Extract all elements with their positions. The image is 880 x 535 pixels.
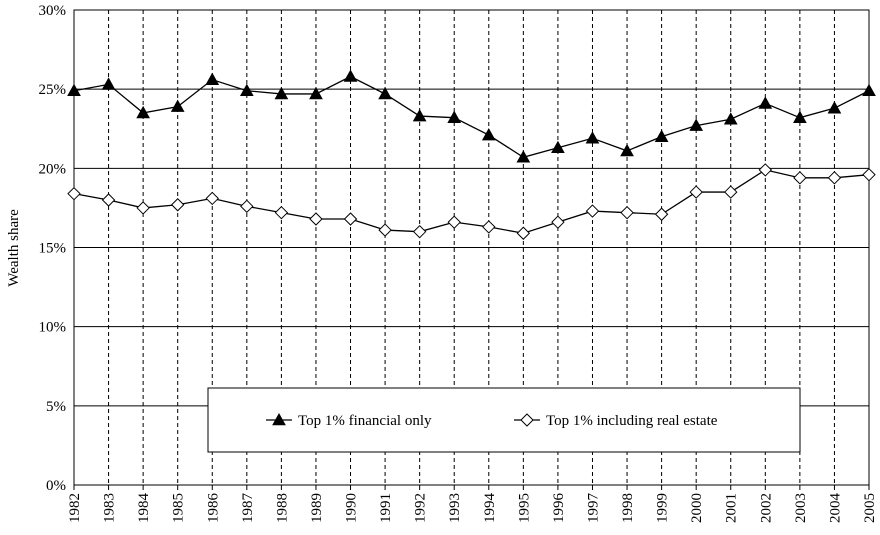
- triangle-marker: [274, 86, 289, 100]
- triangle-marker: [447, 110, 462, 123]
- y-tick-label: 0%: [46, 478, 66, 494]
- x-tick-label: 1982: [67, 493, 83, 523]
- x-tick-label: 1993: [447, 493, 463, 523]
- diamond-marker: [67, 186, 81, 201]
- triangle-marker: [862, 83, 876, 97]
- triangle-marker: [723, 112, 738, 125]
- diamond-marker: [447, 215, 461, 229]
- triangle-marker: [551, 140, 565, 154]
- triangle-marker: [689, 118, 704, 131]
- diamond-marker: [274, 205, 289, 220]
- legend-marker: [520, 413, 534, 427]
- diamond-marker: [827, 171, 842, 185]
- x-tick-label: 1998: [620, 493, 636, 523]
- y-tick-label: 10%: [39, 320, 67, 336]
- diamond-marker: [412, 224, 427, 239]
- triangle-marker: [309, 86, 323, 100]
- x-tick-label: 2004: [827, 493, 843, 524]
- y-tick-label: 15%: [39, 241, 67, 257]
- diamond-marker: [343, 212, 358, 226]
- diamond-marker: [654, 207, 669, 221]
- triangle-marker: [170, 99, 185, 112]
- x-tick-label: 1999: [655, 493, 671, 523]
- y-tick-label: 20%: [39, 161, 67, 177]
- x-tick-label: 1991: [378, 493, 394, 523]
- diamond-marker: [551, 215, 565, 229]
- diamond-marker: [585, 204, 600, 218]
- x-tick-label: 1985: [171, 493, 187, 523]
- triangle-marker: [620, 143, 634, 157]
- x-tick-label: 2000: [689, 493, 705, 523]
- x-tick-label: 1986: [205, 493, 221, 524]
- diamond-marker: [758, 163, 773, 177]
- triangle-marker: [378, 86, 392, 100]
- triangle-marker: [101, 77, 116, 90]
- diamond-marker: [620, 205, 634, 220]
- y-tick-label: 30%: [39, 3, 67, 19]
- x-tick-label: 2003: [793, 493, 809, 523]
- x-tick-label: 1990: [344, 493, 360, 523]
- y-tick-label: 25%: [39, 82, 67, 98]
- triangle-marker: [67, 83, 81, 97]
- x-tick-label: 2002: [758, 493, 774, 523]
- x-tick-label: 2005: [862, 493, 878, 523]
- diamond-marker: [516, 226, 531, 240]
- y-axis-title: Wealth share: [6, 209, 22, 287]
- series-line: [73, 169, 870, 234]
- x-tick-label: 2001: [724, 493, 740, 523]
- legend-label: Top 1% including real estate: [546, 413, 718, 429]
- x-tick-label: 1983: [102, 493, 118, 523]
- triangle-marker: [343, 69, 358, 82]
- diamond-marker: [101, 193, 116, 207]
- triangle-marker: [516, 150, 531, 163]
- x-tick-label: 1996: [551, 493, 567, 524]
- plot-frame: [73, 9, 870, 486]
- x-tick-label: 1997: [585, 493, 601, 524]
- x-tick-label: 1987: [240, 493, 256, 524]
- diamond-marker: [724, 185, 738, 199]
- triangle-marker: [412, 109, 427, 122]
- diamond-marker: [240, 199, 254, 214]
- diamond-marker: [309, 212, 323, 226]
- triangle-marker: [205, 72, 220, 85]
- triangle-marker: [585, 131, 600, 144]
- triangle-marker: [758, 96, 773, 109]
- diamond-marker: [793, 171, 807, 185]
- triangle-marker: [793, 110, 807, 123]
- x-tick-label: 1992: [413, 493, 429, 523]
- x-tick-label: 1995: [516, 493, 532, 523]
- triangle-marker: [481, 128, 496, 141]
- x-tick-label: 1988: [274, 493, 290, 523]
- diamond-marker: [136, 201, 150, 215]
- diamond-marker: [862, 167, 876, 182]
- series-line: [73, 75, 870, 158]
- diamond-marker: [689, 185, 703, 199]
- diamond-marker: [482, 220, 496, 234]
- legend-box: [207, 387, 801, 453]
- y-tick-label: 5%: [46, 399, 66, 415]
- x-tick-label: 1994: [482, 492, 498, 523]
- diamond-marker: [205, 191, 219, 206]
- diamond-marker: [170, 198, 185, 212]
- x-tick-label: 1989: [309, 493, 325, 523]
- triangle-marker: [136, 105, 150, 119]
- legend-marker: [272, 412, 286, 426]
- triangle-marker: [239, 83, 254, 97]
- triangle-marker: [654, 129, 669, 142]
- triangle-marker: [827, 101, 842, 114]
- diamond-marker: [378, 223, 392, 237]
- x-tick-label: 1984: [136, 493, 152, 524]
- legend-label: Top 1% financial only: [298, 413, 432, 429]
